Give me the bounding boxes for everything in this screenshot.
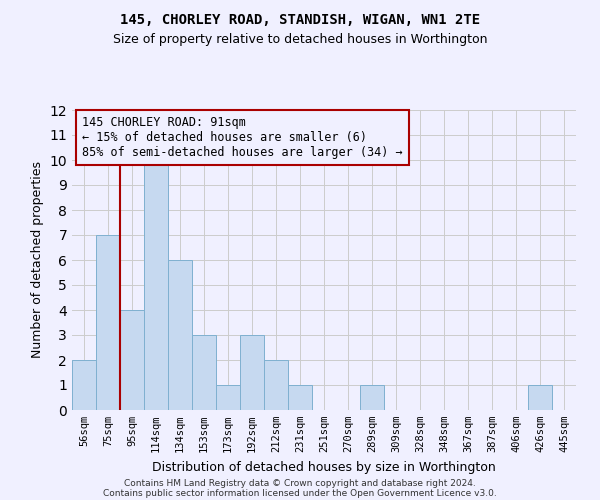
Bar [240,335,264,410]
Bar [216,385,240,410]
Bar [72,360,96,410]
X-axis label: Distribution of detached houses by size in Worthington: Distribution of detached houses by size … [152,460,496,473]
Text: Contains HM Land Registry data © Crown copyright and database right 2024.: Contains HM Land Registry data © Crown c… [124,478,476,488]
Bar [288,385,312,410]
Y-axis label: Number of detached properties: Number of detached properties [31,162,44,358]
Bar [168,260,192,410]
Bar [528,385,552,410]
Bar [96,235,120,410]
Text: Size of property relative to detached houses in Worthington: Size of property relative to detached ho… [113,32,487,46]
Bar [144,160,168,410]
Bar [192,335,216,410]
Bar [360,385,384,410]
Bar [264,360,288,410]
Text: Contains public sector information licensed under the Open Government Licence v3: Contains public sector information licen… [103,488,497,498]
Bar [120,310,144,410]
Text: 145 CHORLEY ROAD: 91sqm
← 15% of detached houses are smaller (6)
85% of semi-det: 145 CHORLEY ROAD: 91sqm ← 15% of detache… [82,116,403,159]
Text: 145, CHORLEY ROAD, STANDISH, WIGAN, WN1 2TE: 145, CHORLEY ROAD, STANDISH, WIGAN, WN1 … [120,12,480,26]
